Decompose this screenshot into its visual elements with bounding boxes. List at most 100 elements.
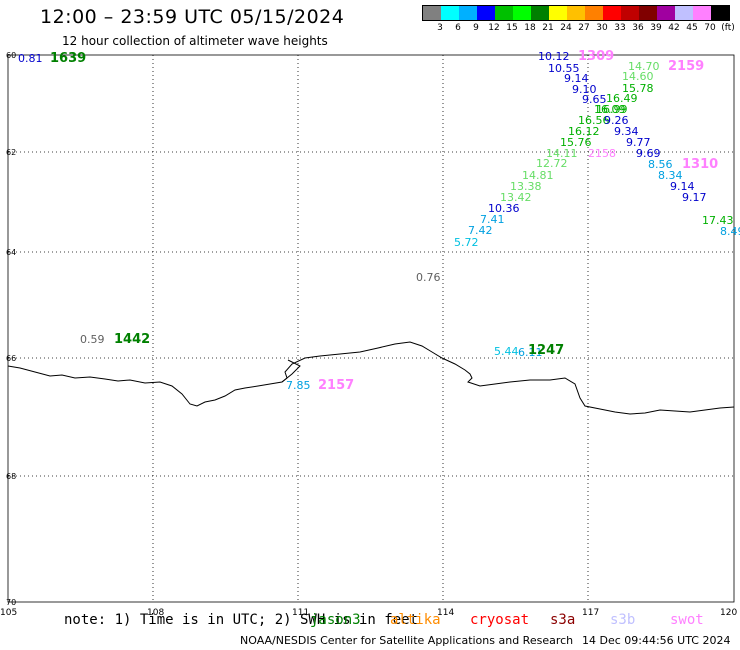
legend-tick-label: 45: [686, 23, 698, 33]
latitude-label: 62: [6, 148, 16, 157]
wave-height-label: 9.14: [670, 180, 695, 193]
legend-swatch: [657, 6, 675, 20]
credit-line: NOAA/NESDIS Center for Satellite Applica…: [240, 634, 574, 647]
wave-height-label: 0.76: [416, 271, 441, 284]
legend-tick-label: 18: [524, 23, 536, 33]
longitude-label: 117: [582, 608, 599, 618]
legend-tick-label: 12: [488, 23, 500, 33]
legend-tick-label: 3: [437, 23, 443, 33]
legend-tick-label: 33: [614, 23, 626, 33]
graticule: [7, 54, 735, 603]
wave-height-label: 0.59: [80, 333, 105, 346]
wave-height-label: 8.56: [648, 158, 673, 171]
legend-tick-label: 27: [578, 23, 590, 33]
legend-tick-label: 30: [596, 23, 608, 33]
legend-swot: swot: [670, 612, 704, 628]
legend-tick-label: 6: [455, 23, 461, 33]
longitude-label: 108: [147, 608, 164, 618]
wave-height-label: 9.69: [636, 147, 661, 160]
wave-height-label: 16.12: [568, 125, 600, 138]
wave-height-labels: 0.81 1639 10.12 1309 14.70 2159 10.55 14.60 9.14…: [18, 49, 740, 393]
wave-height-label: 10.36: [488, 202, 520, 215]
legend-jason3: jason3: [310, 612, 361, 628]
legend-swatch: [423, 6, 441, 20]
legend-s3b: s3b: [610, 612, 636, 628]
legend-s3a: s3a: [550, 612, 576, 628]
latitude-label: 60: [6, 51, 16, 60]
wave-height-label: 14.70: [628, 60, 660, 73]
wave-height-label: 9.26: [604, 114, 629, 127]
coastline: [7, 341, 735, 415]
wave-height-label: 14.60: [622, 70, 654, 83]
latitude-label: 70: [6, 598, 16, 607]
wave-height-label: 0.81: [18, 52, 43, 65]
wave-height-label: 8.49: [720, 225, 740, 238]
legend-tick-label: 36: [632, 23, 644, 33]
wave-height-label: 10.55: [548, 62, 580, 75]
wave-height-label: 9.34: [614, 125, 639, 138]
legend-tick-label: 39: [650, 23, 662, 33]
latitude-label: 68: [6, 472, 16, 481]
wave-height-label: 16.09: [594, 103, 626, 116]
wave-height-label: 8.34: [658, 169, 683, 182]
wave-height-label: 15.78: [622, 82, 654, 95]
legend-tick-label: 70: [704, 23, 716, 33]
coastline-lake: [281, 359, 301, 383]
wave-height-label: 9.14: [564, 72, 589, 85]
wave-height-label: 14.11: [546, 147, 578, 160]
color-legend: 3 6 9 12 15 18 21 24 27 30 33 36 39 42 45 70 (ft): [422, 5, 735, 35]
wave-height-label: 6.11: [518, 346, 543, 359]
wave-height-label: 7.85: [286, 379, 311, 392]
wave-height-label: 16.49: [606, 92, 638, 105]
legend-swatch: [549, 6, 567, 20]
legend-swatch: [495, 6, 513, 20]
legend-swatch: [441, 6, 459, 20]
wave-height-label: 12.72: [536, 157, 568, 170]
axis-labels: 105 108 111 114 117 120 60 62 64 66 68 70: [0, 51, 737, 618]
legend-swatch: [693, 6, 711, 20]
legend-tick-label: 24: [560, 23, 572, 33]
wave-height-label: 1639: [50, 51, 86, 66]
latitude-label: 66: [6, 354, 16, 363]
wave-height-label: 1310: [682, 157, 718, 172]
wave-height-label: 1442: [114, 332, 150, 347]
generated-timestamp: 14 Dec 09:44:56 UTC 2024: [582, 634, 731, 647]
map-frame: [7, 54, 735, 603]
page-subtitle: 12 hour collection of altimeter wave hei…: [62, 34, 328, 48]
wave-height-label: 2158: [588, 147, 616, 160]
wave-height-label: 9.10: [572, 83, 597, 96]
wave-height-label: 5.72: [454, 236, 479, 249]
wave-height-label: 7.41: [480, 213, 505, 226]
wave-height-label: 10.12: [538, 50, 570, 63]
legend-swatches: [422, 5, 730, 21]
wave-height-label: 9.77: [626, 136, 651, 149]
longitude-label: 114: [437, 608, 454, 618]
legend-swatch: [603, 6, 621, 20]
legend-swatch: [711, 6, 729, 20]
wave-height-label: 2157: [318, 378, 354, 393]
legend-swatch: [513, 6, 531, 20]
wave-height-label: 15.76: [560, 136, 592, 149]
wave-height-label: 13.42: [500, 191, 532, 204]
legend-swatch: [459, 6, 477, 20]
wave-height-label: 13.38: [510, 180, 542, 193]
footer-note: note: 1) Time is in UTC; 2) SWH is in fe…: [64, 612, 419, 628]
longitude-label: 105: [0, 608, 17, 618]
legend-tick-label: 15: [506, 23, 518, 33]
wave-height-label: 16.56: [578, 114, 610, 127]
legend-tick-label: (ft): [721, 23, 735, 33]
wave-height-label: 1309: [578, 49, 614, 64]
wave-height-label: 7.42: [468, 224, 493, 237]
legend-swatch: [477, 6, 495, 20]
legend-swatch: [585, 6, 603, 20]
wave-height-label: 5.44: [494, 345, 519, 358]
legend-ticks: 3 6 9 12 15 18 21 24 27 30 33 36 39 42 45 70 (ft): [422, 21, 735, 35]
wave-height-label: 9.65: [582, 93, 607, 106]
wave-height-label: 2159: [668, 59, 704, 74]
legend-swatch: [621, 6, 639, 20]
page-title: 12:00 – 23:59 UTC 05/15/2024: [40, 6, 345, 28]
wave-height-label: 14.81: [522, 169, 554, 182]
wave-height-label: 16.99: [596, 103, 628, 116]
wave-height-label: 1247: [528, 343, 564, 358]
